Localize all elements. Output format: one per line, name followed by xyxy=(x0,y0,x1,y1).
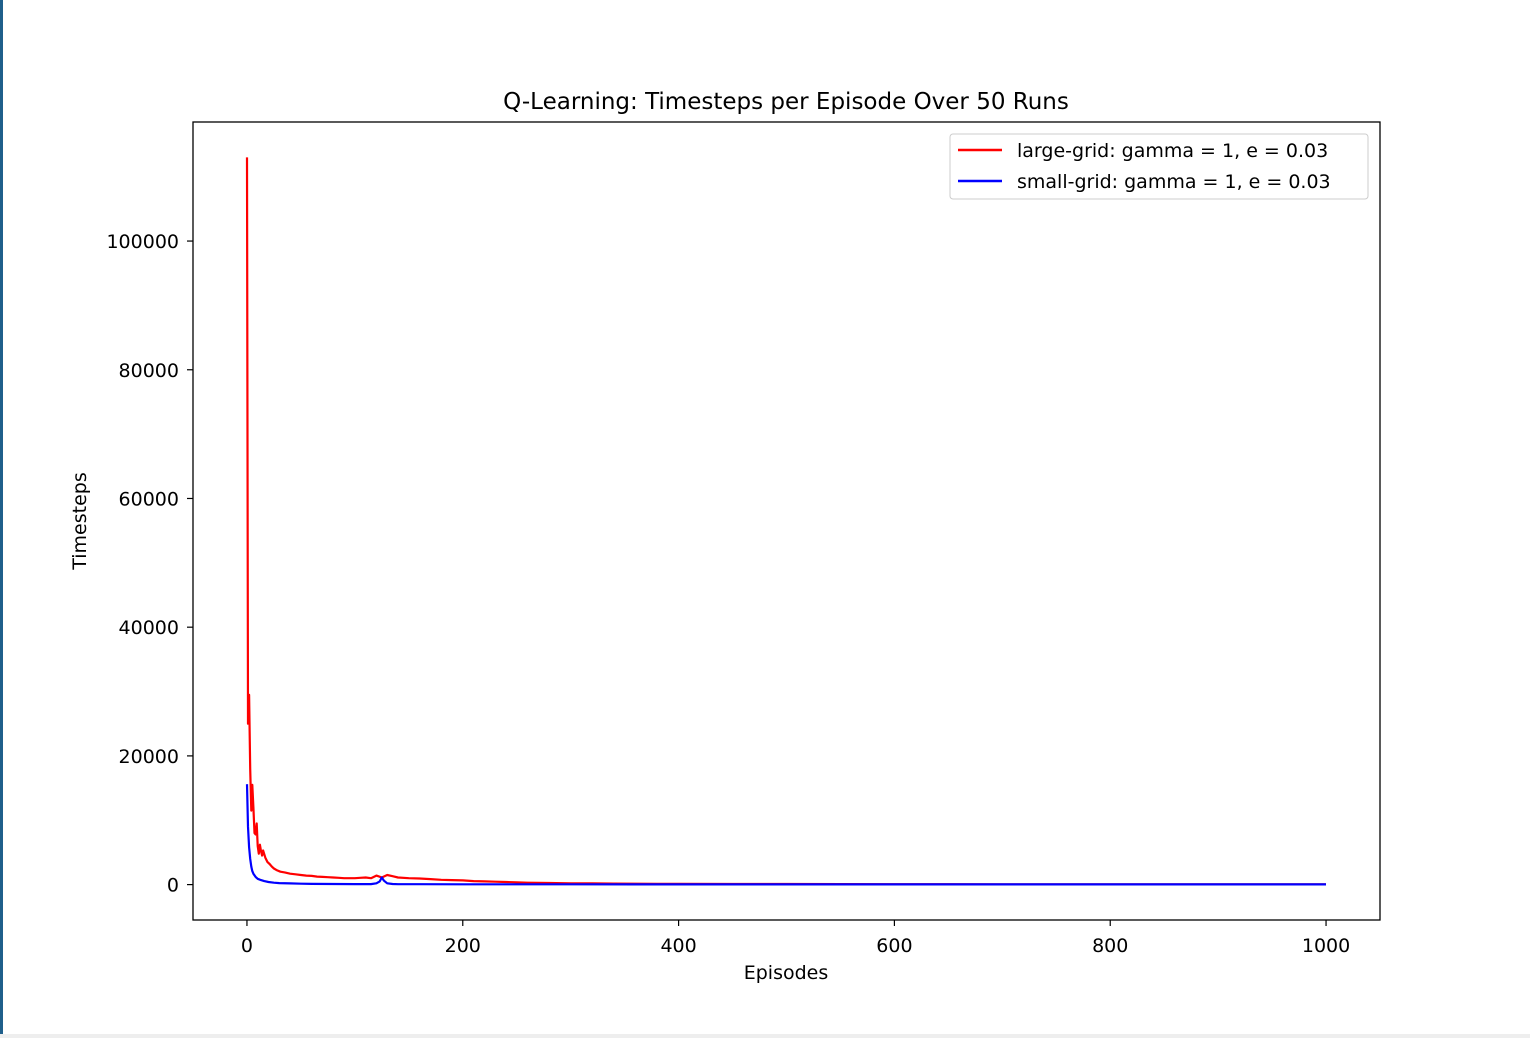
x-tick-label: 800 xyxy=(1092,935,1128,957)
series-line-small-grid xyxy=(245,784,1326,886)
x-tick-label: 0 xyxy=(241,935,253,957)
plot-area xyxy=(192,121,1381,921)
series-layer xyxy=(245,157,1326,886)
y-axis: 0 20000 40000 60000 80000 100000 xyxy=(106,231,193,897)
legend-label-small-grid: small-grid: gamma = 1, e = 0.03 xyxy=(1017,171,1331,193)
y-tick-label: 100000 xyxy=(106,231,179,253)
window-bottom-edge xyxy=(0,1034,1530,1038)
y-tick-label: 40000 xyxy=(119,617,179,639)
chart-title: Q-Learning: Timesteps per Episode Over 5… xyxy=(503,89,1069,115)
x-axis-label: Episodes xyxy=(744,962,829,984)
window-left-edge xyxy=(0,0,3,1038)
x-tick-label: 600 xyxy=(876,935,912,957)
y-tick-label: 80000 xyxy=(119,360,179,382)
legend: large-grid: gamma = 1, e = 0.03 small-gr… xyxy=(949,133,1369,200)
legend-label-large-grid: large-grid: gamma = 1, e = 0.03 xyxy=(1017,140,1328,162)
plot-frame xyxy=(192,121,1381,921)
y-tick-label: 60000 xyxy=(119,488,179,510)
x-axis: 0 200 400 600 800 1000 xyxy=(241,920,1350,957)
y-tick-label: 0 xyxy=(167,875,179,897)
legend-box xyxy=(949,133,1369,200)
y-axis-label: Timesteps xyxy=(69,472,91,571)
x-tick-label: 400 xyxy=(660,935,696,957)
x-tick-label: 200 xyxy=(445,935,481,957)
y-tick-label: 20000 xyxy=(119,746,179,768)
x-tick-label: 1000 xyxy=(1302,935,1350,957)
